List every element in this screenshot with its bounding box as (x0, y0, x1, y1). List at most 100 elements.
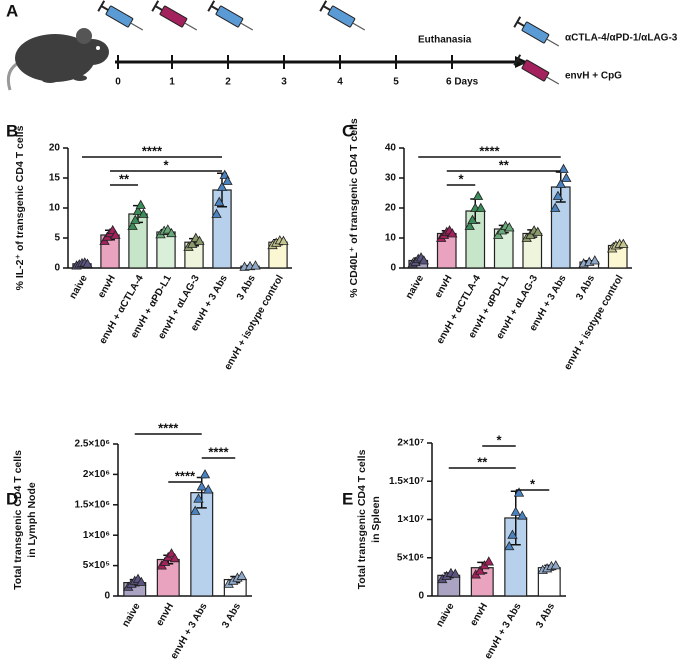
data-point (250, 260, 261, 270)
panel-letter: E (342, 489, 353, 508)
syringe-icon (151, 0, 201, 37)
y-tick-label: 0 (390, 263, 396, 274)
panel-letter: B (6, 121, 18, 140)
data-point (474, 565, 486, 575)
data-point (159, 556, 171, 566)
data-point (496, 225, 508, 235)
significance-label: * (163, 157, 169, 172)
x-tick-label: 3 Abs (235, 273, 258, 302)
day-label: 5 (393, 77, 399, 88)
data-point (493, 229, 504, 239)
y-tick-label: 1×10⁷ (397, 514, 424, 525)
data-point (558, 163, 569, 173)
data-point (561, 172, 572, 182)
x-tick-label: envH (96, 273, 118, 300)
data-point (618, 238, 629, 248)
x-tick-label: envH (468, 601, 490, 628)
data-point (517, 510, 528, 520)
x-tick-label: envH + 3 Abs (169, 601, 210, 661)
data-point (169, 552, 180, 563)
data-point (194, 235, 205, 245)
significance-label: * (458, 171, 464, 186)
data-point (464, 220, 475, 230)
panel-letter: C (342, 121, 354, 140)
data-point (450, 568, 461, 578)
y-axis-label: % IL-2⁺ of transgenic CD4 T cells (14, 125, 26, 290)
x-tick-label: naive (404, 273, 427, 301)
y-tick-label: 10 (49, 203, 61, 214)
data-point (467, 214, 478, 224)
y-axis-label: Total transgenic CD4 T cells (356, 449, 368, 589)
y-tick-label: 10 (385, 233, 397, 244)
data-point (219, 169, 230, 179)
syringe-icon (97, 0, 147, 37)
data-point (447, 228, 458, 238)
data-point (190, 505, 201, 515)
data-point (513, 487, 525, 497)
data-point (278, 235, 289, 245)
syringe-icon (207, 0, 257, 37)
y-tick-label: 20 (385, 203, 397, 214)
y-tick-label: 40 (385, 143, 397, 154)
data-point (504, 222, 515, 232)
y-tick-label: 0 (54, 263, 60, 274)
data-point (525, 229, 536, 239)
legend-label: αCTLA-4/αPD-1/αLAG-3 (565, 33, 678, 44)
x-tick-label: envH (154, 601, 176, 628)
panel-letter: A (6, 1, 18, 20)
data-point (186, 238, 198, 248)
significance-label: **** (479, 143, 500, 158)
data-point (166, 227, 177, 238)
y-tick-label: 1.5×10⁶ (75, 499, 110, 510)
day-label: 2 (225, 77, 231, 88)
data-point (214, 196, 225, 206)
y-axis-label: % CD40L⁺ of transgenic CD4 T cells (348, 118, 360, 298)
data-point (216, 181, 228, 191)
y-tick-label: 0 (104, 591, 110, 602)
significance-label: ** (499, 157, 510, 172)
significance-label: **** (208, 444, 229, 459)
data-point (236, 570, 247, 580)
syringe-icon (319, 0, 369, 37)
data-point (127, 220, 138, 230)
day-label: 0 (115, 77, 121, 88)
x-tick-label: envH + isotype control (562, 273, 625, 372)
day-label: 3 (281, 77, 287, 88)
significance-label: **** (175, 468, 196, 483)
data-point (132, 205, 144, 215)
data-point (196, 481, 207, 491)
data-point (552, 190, 564, 200)
legend-label: envH + CpG (565, 71, 622, 82)
y-tick-label: 15 (49, 173, 61, 184)
x-tick-label: envH (433, 273, 455, 300)
y-tick-label: 1.5×10⁷ (389, 476, 424, 487)
day-label: 6 Days (446, 77, 479, 88)
y-tick-label: 2×10⁷ (397, 438, 424, 449)
data-point (472, 190, 484, 200)
x-tick-label: envH + 3 Abs (483, 601, 524, 661)
timeline-axis (115, 55, 528, 69)
data-point (82, 258, 93, 268)
y-axis-label: in Lymph Node (26, 482, 38, 558)
significance-label: * (530, 476, 536, 491)
data-point (211, 208, 222, 218)
data-point (130, 214, 141, 224)
data-point (550, 560, 561, 570)
data-point (550, 202, 561, 212)
x-tick-label: 3 Abs (220, 601, 243, 630)
day-label: 1 (169, 77, 175, 88)
y-tick-label: 2×10⁶ (83, 469, 110, 480)
data-point (589, 255, 600, 265)
data-point (138, 208, 149, 218)
y-axis-label: in Spleen (370, 496, 382, 543)
x-tick-label: naive (434, 601, 457, 629)
panel-letter: D (6, 489, 18, 508)
y-tick-label: 0 (418, 591, 424, 602)
data-point (110, 229, 121, 239)
x-tick-label: naive (120, 601, 143, 629)
y-tick-label: 20 (49, 143, 61, 154)
data-point (504, 540, 515, 551)
y-tick-label: 30 (385, 173, 397, 184)
significance-label: ** (477, 454, 488, 469)
